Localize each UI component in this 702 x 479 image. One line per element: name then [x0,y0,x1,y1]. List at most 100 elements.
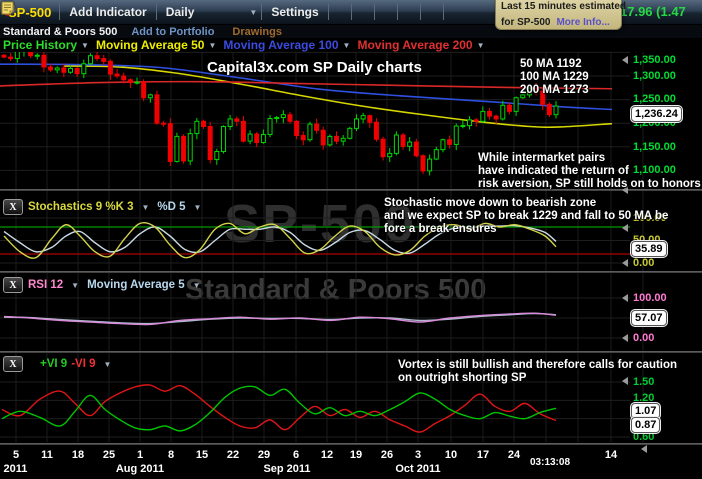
notice-line1: Last 15 minutes estimated [501,1,627,12]
panel-grip-icon[interactable] [622,224,628,232]
x-axis-day-label: 25 [102,449,116,461]
stoch-d-dropdown[interactable]: %D 5 [157,201,186,213]
chevron-down-icon[interactable]: ▼ [192,280,201,290]
candle-body [314,123,320,131]
ma100-dropdown[interactable]: Moving Average 100 [223,38,339,52]
chevron-down-icon[interactable]: ▼ [71,280,80,290]
chevron-down-icon[interactable]: ▼ [103,359,112,369]
candle-body [240,120,246,142]
candle-body [400,134,406,147]
toolbar-divider [155,4,157,20]
toolbar-divider [419,4,421,20]
chevron-down-icon[interactable]: ▼ [208,40,217,50]
candle-body [187,133,193,162]
candle-body [227,118,233,128]
candle-body [207,126,213,161]
timeframe-dropdown[interactable]: Daily [165,5,195,19]
price-axis-label: 1,100.00 [633,164,676,176]
chevron-down-icon[interactable]: ▼ [476,40,485,50]
candle-body [407,141,413,147]
x-axis-day-label: 14 [604,449,618,461]
candle-body [413,141,419,157]
add-indicator-button[interactable]: Add Indicator [69,5,147,19]
panel-divider[interactable] [0,189,702,191]
candle-body [420,155,426,172]
vortex-plus-dropdown[interactable]: +VI 9 [40,358,68,370]
indicator-line-VI [1,385,557,432]
candle-body [307,123,313,141]
x-axis-day-label: 8 [167,449,175,461]
indicator-line-K [3,221,557,259]
price-axis-label: 1,150.00 [633,141,676,153]
panel-grip-icon[interactable] [622,259,628,267]
stoch-settings-dropdown[interactable]: Stochastics 9 %K 3 [28,201,134,213]
candle-body [101,58,107,62]
x-axis-day-label: 22 [226,449,240,461]
price-axis-label: 1,300.00 [633,70,676,82]
candle-body [453,125,459,145]
panel-grip-icon[interactable] [622,334,628,342]
candle-body [147,94,153,99]
candle-body [41,54,47,68]
panel-grip-icon[interactable] [622,56,628,64]
ma50-dropdown[interactable]: Moving Average 50 [95,38,205,52]
vortex-axis-label: 0.60 [633,431,655,443]
vortex-close-button[interactable]: X [3,356,23,372]
candle-body [480,110,486,122]
estimate-notice: Last 15 minutes estimated for SP-500 More… [495,0,627,30]
chevron-down-icon[interactable]: ▼ [342,40,351,50]
chevron-down-icon[interactable]: ▼ [81,40,89,50]
chevron-down-icon[interactable]: ▼ [141,202,150,212]
vortex-minus-value-box: 0.87 [631,417,661,433]
candle-body [121,75,127,81]
candle-body [28,52,34,57]
more-info-link[interactable]: More Info... [556,17,610,28]
candle-body [14,52,20,60]
stoch-close-button[interactable]: X [3,199,23,215]
x-axis-day-label: 18 [71,449,85,461]
candle-body [87,55,93,65]
rsi-close-button[interactable]: X [3,277,23,293]
panel-grip-icon[interactable] [641,445,647,453]
stoch-value-box: 35.89 [631,241,667,257]
rsi-ma-dropdown[interactable]: Moving Average 5 [87,279,185,291]
candle-body [546,103,552,116]
overlay-line-ma200 [0,80,613,90]
candle-body [493,115,499,120]
rsi-settings-dropdown[interactable]: RSI 12 [28,279,64,291]
candle-body [220,126,226,153]
rsi-axis-label: 0.00 [633,332,655,344]
last-price-box: 1,236.24 [631,106,682,122]
panel-grip-icon[interactable] [622,377,628,385]
candle-body [347,127,353,139]
panel-divider[interactable] [0,351,702,353]
vortex-minus-dropdown[interactable]: -VI 9 [71,358,96,370]
chart-title: Capital3x.com SP Daily charts [207,59,422,76]
panel-divider[interactable] [0,271,702,273]
candle-body [154,94,160,124]
ma200-dropdown[interactable]: Moving Average 200 [357,38,473,52]
toolbar-divider [442,4,444,20]
price-history-dropdown[interactable]: Price History [3,38,78,52]
candle-body [254,133,260,144]
toolbar-divider [396,4,398,20]
notes-icon[interactable] [1,1,466,21]
candle-body [460,125,466,128]
current-time-label: 03:13:08 [529,457,571,468]
chevron-down-icon[interactable]: ▼ [249,7,258,17]
drawings-menu[interactable]: Drawings [232,25,282,38]
candle-body [327,135,333,146]
settings-button[interactable]: Settings [271,5,319,19]
chevron-down-icon[interactable]: ▼ [193,202,202,212]
x-axis-day-label: 3 [414,449,422,461]
panel-grip-icon[interactable] [622,294,628,302]
add-to-portfolio-link[interactable]: Add to Portfolio [131,25,215,38]
candle-body [201,120,207,128]
stoch-watermark: SP-500 [224,194,417,254]
x-axis-day-label: 11 [41,449,53,461]
x-axis-day-label: 24 [507,449,521,461]
overlay-line-ma100 [0,63,613,111]
panel-grip-icon[interactable] [622,186,628,194]
candle-body [447,139,453,145]
